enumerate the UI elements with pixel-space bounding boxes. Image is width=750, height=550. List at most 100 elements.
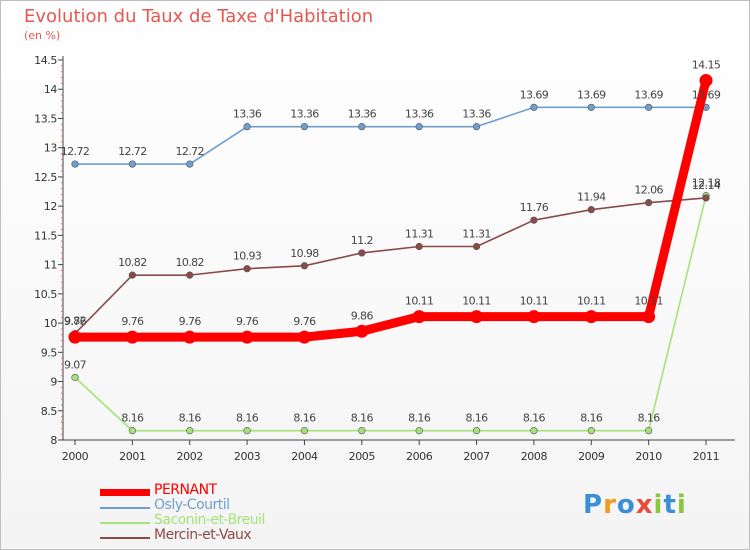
y-tick-label: 14 xyxy=(44,83,58,96)
data-label: 8.16 xyxy=(638,412,661,425)
data-label: 9.07 xyxy=(64,358,87,371)
x-tick-label: 2005 xyxy=(349,450,376,463)
data-point xyxy=(128,160,136,168)
data-label: 10.11 xyxy=(462,295,491,308)
y-tick-label: 10.5 xyxy=(34,288,57,301)
x-tick-label: 2010 xyxy=(635,450,662,463)
line-chart: 8 8.5 9 9.5 10 10.5 11 11.5 12 12.5 13 13.5 14 14.5 20… xyxy=(34,54,735,463)
data-label: 9.76 xyxy=(121,315,144,328)
data-label: 8.16 xyxy=(523,412,546,425)
legend-swatch-saconin-et-breuil xyxy=(100,522,150,524)
data-label: 11.31 xyxy=(462,227,491,240)
chart-title: Evolution du Taux de Taxe d'Habitation xyxy=(24,6,374,27)
data-label: 11.2 xyxy=(351,234,373,247)
data-label: 9.76 xyxy=(179,315,202,328)
x-tick-label: 2000 xyxy=(62,450,89,463)
data-point xyxy=(355,324,369,338)
data-label: 8.16 xyxy=(179,412,202,425)
data-label: 8.16 xyxy=(580,412,603,425)
data-point xyxy=(645,427,653,435)
data-label: 12.18 xyxy=(692,177,721,190)
data-point xyxy=(243,265,251,273)
data-point xyxy=(472,123,481,131)
data-label: 12.72 xyxy=(118,145,147,158)
data-point xyxy=(530,427,538,435)
data-point xyxy=(470,310,484,324)
logo-letter: t xyxy=(663,490,677,520)
data-point xyxy=(297,330,311,344)
data-label: 8.16 xyxy=(465,412,488,425)
data-point xyxy=(587,427,595,435)
y-tick-label: 11.5 xyxy=(34,229,57,242)
data-point xyxy=(300,262,309,270)
data-label: 13.69 xyxy=(520,88,549,101)
data-point xyxy=(358,123,366,131)
data-point xyxy=(415,123,423,131)
data-label: 13.69 xyxy=(577,88,606,101)
data-label: 10.11 xyxy=(520,295,549,308)
data-point xyxy=(530,103,538,111)
data-point xyxy=(183,330,197,344)
series-line-mercin-et-vaux xyxy=(74,197,707,335)
data-label: 8.16 xyxy=(236,412,259,425)
x-tick-label: 2009 xyxy=(578,450,605,463)
x-tick-label: 2008 xyxy=(521,450,548,463)
data-label: 13.36 xyxy=(405,108,434,121)
data-label: 13.36 xyxy=(462,108,491,121)
y-tick-label: 14.5 xyxy=(34,54,57,67)
data-point xyxy=(358,427,366,435)
x-tick-label: 2002 xyxy=(177,450,203,463)
data-point xyxy=(699,73,713,87)
logo-letter: i xyxy=(676,490,687,520)
data-label: 13.36 xyxy=(233,108,262,121)
x-tick-label: 2001 xyxy=(119,450,145,463)
logo-letter: i xyxy=(653,490,664,520)
data-label: 13.69 xyxy=(634,88,663,101)
series-line-osly-courtil xyxy=(74,106,707,165)
y-tick-label: 9 xyxy=(50,376,57,389)
data-point xyxy=(642,310,656,324)
data-label: 10.11 xyxy=(577,295,606,308)
y-tick-label: 12.5 xyxy=(34,171,57,184)
y-tick-label: 11 xyxy=(44,259,57,272)
data-label: 10.82 xyxy=(118,256,147,269)
logo-letter: P xyxy=(583,490,604,520)
series-line-saconin-et-breuil xyxy=(74,194,707,432)
logo-letter: o xyxy=(616,490,636,520)
legend-label-mercin-et-vaux: Mercin-et-Vaux xyxy=(154,527,252,543)
data-point xyxy=(584,310,598,324)
data-label: 12.72 xyxy=(175,145,204,158)
y-tick-label: 8.5 xyxy=(41,405,58,418)
data-label: 10.82 xyxy=(175,256,204,269)
data-label: 10.93 xyxy=(233,250,262,263)
data-label: 8.16 xyxy=(408,412,431,425)
legend-swatch-osly-courtil xyxy=(100,507,150,509)
y-tick-label: 9.5 xyxy=(41,346,58,359)
data-label: 9.82 xyxy=(64,315,86,328)
y-tick-label: 8 xyxy=(50,434,57,447)
data-point xyxy=(240,330,254,344)
data-label: 10.98 xyxy=(290,247,319,260)
data-label: 9.76 xyxy=(236,315,259,328)
data-label: 11.94 xyxy=(577,191,606,204)
data-point xyxy=(71,373,79,382)
data-point xyxy=(125,330,139,344)
data-point xyxy=(68,330,82,344)
data-label: 10.11 xyxy=(405,295,434,308)
data-point xyxy=(415,242,423,251)
data-point xyxy=(645,199,653,207)
data-label: 13.36 xyxy=(290,108,319,121)
y-tick-label: 13 xyxy=(44,142,58,155)
data-label: 9.76 xyxy=(64,315,87,328)
data-point xyxy=(358,249,366,257)
data-point xyxy=(587,103,595,111)
legend-label-pernant: PERNANT xyxy=(154,482,217,498)
data-label: 12.06 xyxy=(634,184,663,197)
logo-letter: r xyxy=(603,490,617,520)
data-label: 8.16 xyxy=(121,412,144,425)
data-point xyxy=(415,427,423,435)
data-label: 10.11 xyxy=(634,295,663,308)
data-point xyxy=(530,216,538,224)
data-point xyxy=(472,242,481,251)
